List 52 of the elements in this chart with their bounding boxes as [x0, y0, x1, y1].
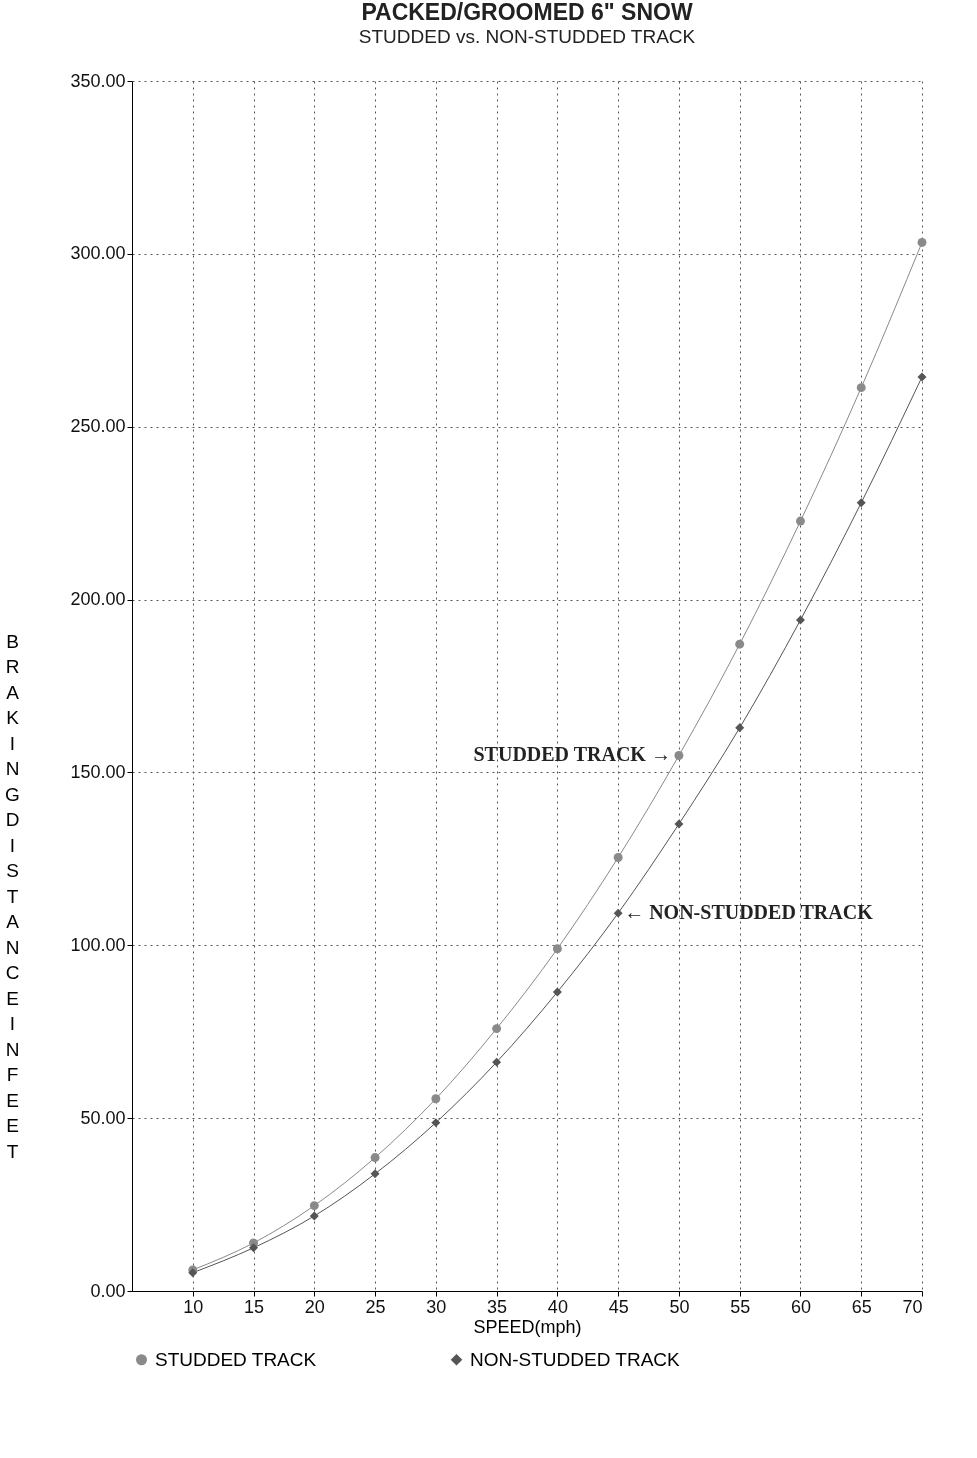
x-tick-label: 25: [365, 1296, 386, 1317]
point: [613, 908, 623, 918]
x-tick-label: 70: [902, 1296, 923, 1317]
point: [613, 853, 623, 862]
y-tick-label: 50.00: [80, 1107, 126, 1128]
legend-label: STUDDED TRACK: [155, 1348, 317, 1370]
point: [735, 723, 745, 733]
point: [492, 1057, 502, 1067]
y-tick-label: 250.00: [70, 416, 126, 437]
x-tick-label: 35: [487, 1296, 508, 1317]
x-tick-label: 60: [790, 1296, 811, 1317]
annotation: ← NON-STUDDED TRACK: [624, 901, 874, 924]
point: [856, 383, 866, 393]
point: [917, 372, 927, 382]
y-tick-label: 150.00: [70, 761, 126, 782]
point: [552, 987, 562, 997]
point: [249, 1243, 259, 1253]
point: [795, 615, 805, 625]
x-tick-label: 30: [426, 1296, 447, 1317]
chart-title: PACKED/GROOMED 6" SNOW: [361, 0, 693, 25]
x-tick-label: 15: [244, 1296, 265, 1317]
point: [735, 639, 745, 649]
y-tick-label: 300.00: [70, 243, 126, 264]
y-tick-label: 350.00: [70, 70, 126, 91]
x-axis-title: SPEED(mph): [473, 1316, 582, 1337]
chart-subtitle: STUDDED vs. NON-STUDDED TRACK: [358, 26, 696, 47]
x-tick-label: 10: [183, 1296, 204, 1317]
y-tick-label: 200.00: [70, 589, 126, 610]
point: [309, 1211, 319, 1221]
x-tick-label: 50: [669, 1296, 690, 1317]
point: [370, 1169, 380, 1179]
point: [856, 498, 866, 508]
point: [917, 237, 927, 247]
point: [795, 516, 805, 526]
point: [370, 1153, 380, 1163]
text: BRAKING DISTANCE IN FEET: [5, 630, 20, 1162]
point: [492, 1024, 502, 1034]
point: [431, 1118, 441, 1128]
x-tick-label: 65: [851, 1296, 872, 1317]
x-tick-label: 55: [730, 1296, 751, 1317]
annotation: STUDDED TRACK →: [473, 743, 671, 766]
point: [309, 1201, 319, 1211]
y-tick-label: 0.00: [90, 1280, 126, 1301]
point: [431, 1094, 441, 1104]
y-tick-label: 100.00: [70, 934, 126, 955]
legend-label: NON-STUDDED TRACK: [470, 1348, 681, 1370]
x-tick-label: 40: [547, 1296, 568, 1317]
x-tick-label: 45: [608, 1296, 629, 1317]
x-tick-label: 20: [304, 1296, 325, 1317]
point: [552, 944, 562, 954]
point: [674, 819, 684, 829]
point: [674, 751, 684, 760]
